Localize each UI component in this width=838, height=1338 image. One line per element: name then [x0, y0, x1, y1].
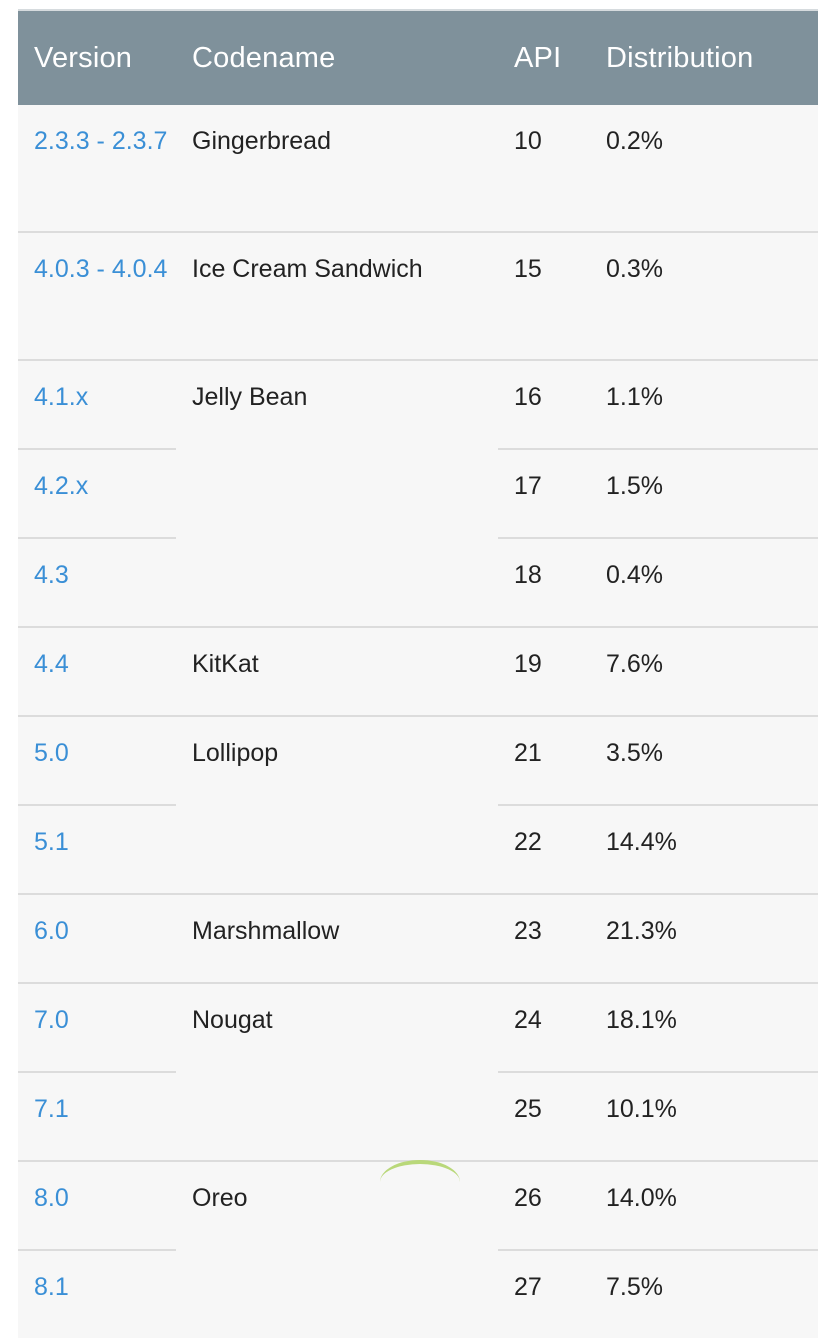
codename-cell: Gingerbread	[192, 127, 331, 155]
version-link[interactable]: 7.0	[18, 982, 176, 1072]
distribution-cell: 1.1%	[590, 359, 818, 449]
api-cell: 10	[514, 127, 542, 155]
version-link[interactable]: 4.2.x	[18, 448, 176, 538]
version-link[interactable]: 4.3	[18, 537, 176, 627]
version-link[interactable]: 2.3.3 - 2.3.7	[34, 127, 168, 155]
version-link[interactable]: 5.0	[18, 715, 176, 805]
api-cell: 16	[498, 359, 590, 449]
distribution-cell: 14.4%	[590, 804, 818, 894]
codename-cell: Nougat	[176, 982, 498, 1161]
version-link[interactable]: 5.1	[18, 804, 176, 894]
version-link[interactable]: 4.4	[18, 626, 176, 716]
table-row: 4.1.x Jelly Bean 16 1.1%	[18, 359, 818, 627]
distribution-cell: 21.3%	[590, 893, 818, 983]
table-row: 5.1 22 14.4%	[18, 804, 818, 894]
header-distribution: Distribution	[590, 9, 818, 105]
distribution-cell: 0.3%	[590, 231, 818, 360]
distribution-cell: 0.4%	[590, 537, 818, 627]
version-link[interactable]: 6.0	[18, 893, 176, 983]
codename-cell: Marshmallow	[176, 893, 498, 983]
table-row: 4.0.3 - 4.0.4 Ice Cream Sandwich 15 0.3%	[18, 231, 818, 360]
api-cell: 27	[498, 1249, 590, 1338]
header-row: Version Codename API Distribution	[18, 9, 818, 105]
api-cell: 24	[498, 982, 590, 1072]
version-link[interactable]: 4.0.3 - 4.0.4	[18, 231, 176, 360]
header-codename: Codename	[176, 9, 498, 105]
version-link[interactable]: 7.1	[18, 1071, 176, 1161]
api-cell: 18	[498, 537, 590, 627]
version-link[interactable]: 4.1.x	[18, 359, 176, 449]
header-version: Version	[18, 9, 176, 105]
distribution-cell: 3.5%	[590, 715, 818, 805]
version-link[interactable]: 8.1	[18, 1249, 176, 1338]
header-api: API	[498, 9, 590, 105]
table-body: 2.3.3 - 2.3.7 Gingerbread 10 0.2% 4.0.3 …	[18, 105, 818, 1338]
api-cell: 26	[498, 1160, 590, 1250]
distribution-cell: 0.2%	[606, 127, 663, 155]
distribution-cell: 14.0%	[590, 1160, 818, 1250]
table-row: 7.1 25 10.1%	[18, 1071, 818, 1161]
api-cell: 17	[498, 448, 590, 538]
api-cell: 22	[498, 804, 590, 894]
android-distribution-table: Version Codename API Distribution 2.3.3 …	[18, 9, 818, 1338]
table-row: 4.3 18 0.4%	[18, 537, 818, 627]
table-row: 6.0 Marshmallow 23 21.3%	[18, 893, 818, 983]
api-cell: 21	[498, 715, 590, 805]
codename-cell: Lollipop	[176, 715, 498, 894]
table-header: Version Codename API Distribution	[18, 9, 818, 105]
distribution-cell: 18.1%	[590, 982, 818, 1072]
distribution-cell: 10.1%	[590, 1071, 818, 1161]
api-cell: 19	[498, 626, 590, 716]
api-cell: 15	[498, 231, 590, 360]
table-row: 5.0 Lollipop 21 3.5%	[18, 715, 818, 894]
api-cell: 23	[498, 893, 590, 983]
version-link[interactable]: 8.0	[18, 1160, 176, 1250]
table-row: 2.3.3 - 2.3.7 Gingerbread 10 0.2%	[18, 105, 818, 232]
distribution-table-container: Version Codename API Distribution 2.3.3 …	[18, 9, 818, 1338]
table-row: 4.4 KitKat 19 7.6%	[18, 626, 818, 716]
codename-cell: KitKat	[176, 626, 498, 716]
distribution-cell: 7.5%	[590, 1249, 818, 1338]
api-cell: 25	[498, 1071, 590, 1161]
distribution-cell: 7.6%	[590, 626, 818, 716]
pie-chart-edge	[380, 1160, 460, 1204]
distribution-cell: 1.5%	[590, 448, 818, 538]
codename-cell: Ice Cream Sandwich	[176, 231, 498, 360]
table-row: 4.2.x 17 1.5%	[18, 448, 818, 538]
codename-cell: Jelly Bean	[176, 359, 498, 627]
table-row: 7.0 Nougat 24 18.1%	[18, 982, 818, 1161]
